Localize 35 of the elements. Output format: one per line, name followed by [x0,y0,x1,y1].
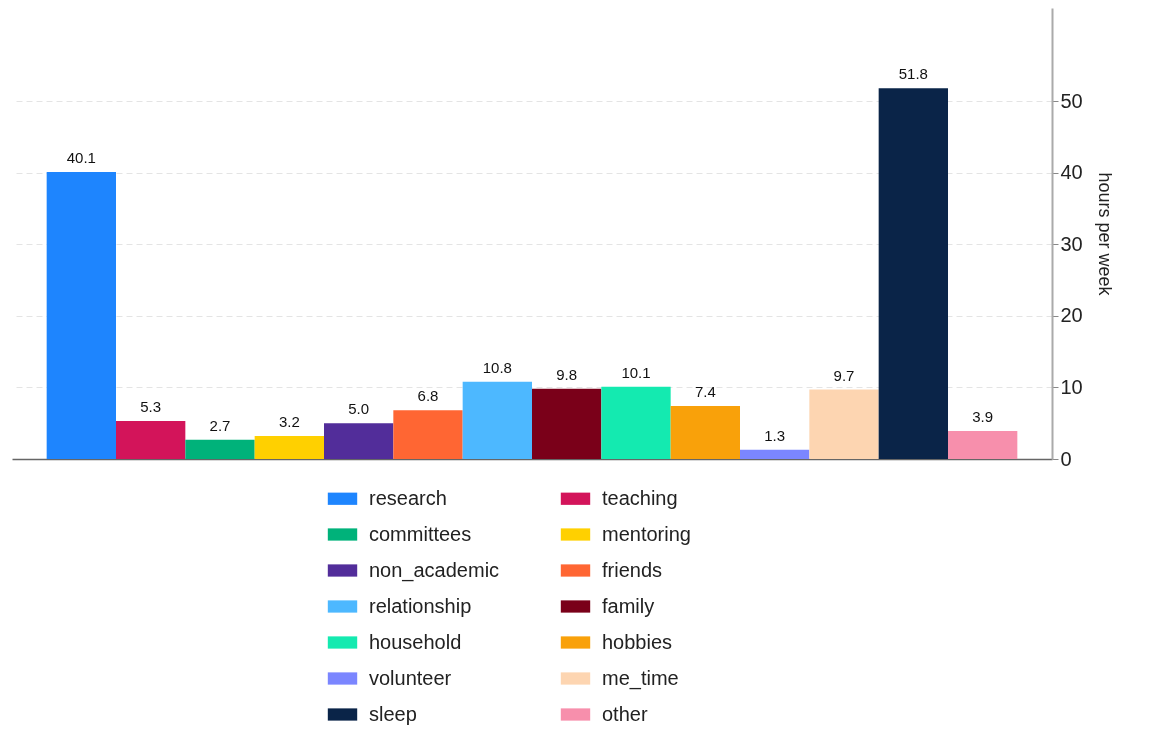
legend-label: other [602,702,648,725]
legend-label: research [369,486,447,509]
y-axis-title: hours per week [1094,172,1115,297]
data-label: 9.7 [833,366,855,384]
legend-label: teaching [602,486,678,509]
data-label: 1.3 [764,426,786,444]
y-tick-label: 20 [1060,304,1083,327]
data-label: 9.8 [556,365,578,383]
y-tick-label: 40 [1060,161,1083,184]
legend-label: mentoring [602,522,691,545]
data-label: 5.3 [140,398,162,416]
data-label: 2.7 [209,416,231,434]
legend-label: committees [369,522,472,545]
data-label: 3.2 [278,413,300,431]
data-label: 51.8 [898,65,928,83]
y-tick-label: 0 [1060,447,1072,470]
data-label: 7.4 [694,383,716,401]
legend-label: household [369,630,462,653]
legend-label: non_academic [369,558,500,582]
legend-label: family [602,594,655,617]
data-label: 10.8 [482,358,512,376]
legend-label: volunteer [369,666,452,689]
legend-label: relationship [369,594,472,617]
data-label: 40.1 [66,148,96,166]
data-label: 3.9 [972,408,994,426]
data-label: 5.0 [348,400,370,418]
legend-label: me_time [602,666,679,690]
y-tick-label: 50 [1060,89,1083,112]
legend-label: friends [602,558,663,581]
y-tick-label: 10 [1060,375,1083,398]
legend-label: sleep [369,702,417,725]
y-tick-label: 30 [1060,232,1083,255]
data-label: 10.1 [621,363,651,381]
data-label: 6.8 [417,387,439,405]
legend-label: hobbies [602,630,673,653]
